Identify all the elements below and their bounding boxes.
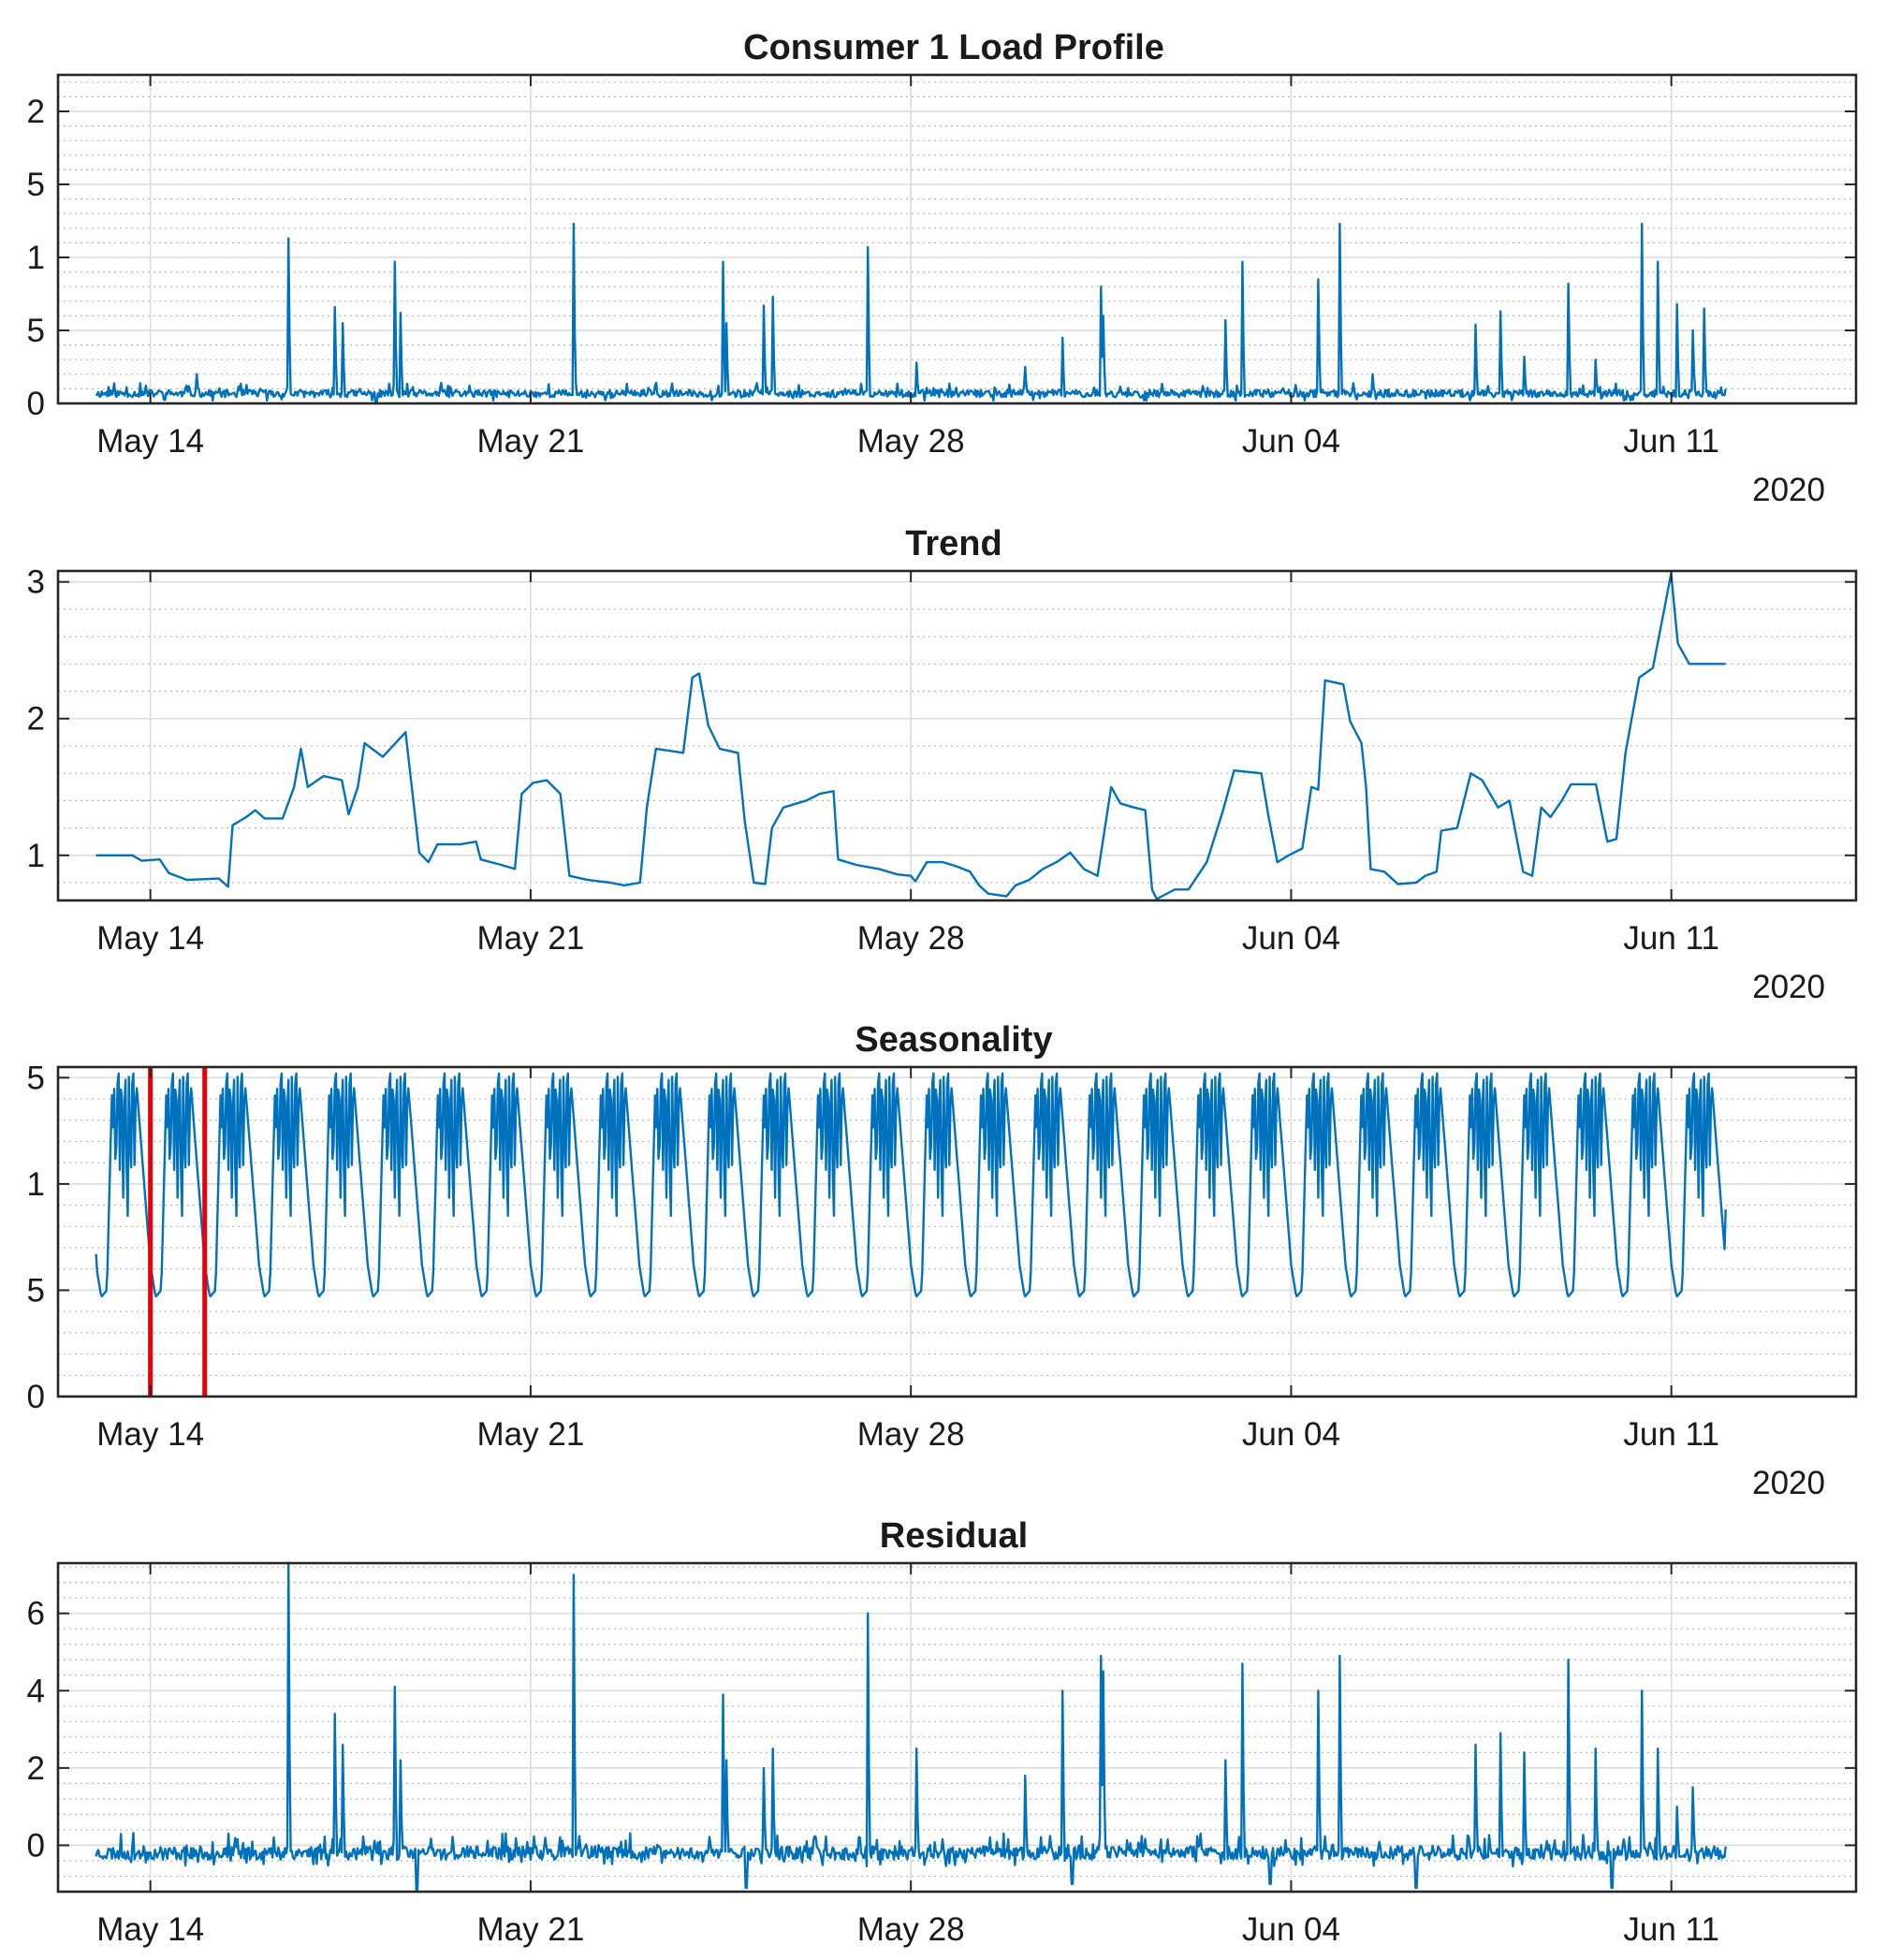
chart-title: Consumer 1 Load Profile: [743, 28, 1164, 67]
x-tick-label: May 14: [96, 920, 204, 957]
y-tick-labels: 0 5 1 5 2: [27, 94, 45, 422]
x-tick-label: May 21: [477, 1911, 585, 1948]
x-tick-label: Jun 11: [1623, 1911, 1719, 1948]
series-line: [95, 1072, 1727, 1298]
x-tick-label: May 28: [857, 1911, 965, 1948]
x-tick-label: May 14: [96, 1911, 204, 1948]
x-tick-label: Jun 11: [1623, 920, 1719, 957]
chart-title: Trend: [905, 524, 1001, 563]
y-tick-labels: 1 2 3: [27, 564, 45, 874]
x-tick-label: May 21: [477, 423, 585, 460]
chart-title: Seasonality: [855, 1020, 1052, 1060]
x-tick-label: Jun 04: [1242, 1911, 1340, 1948]
y-tick-label: 5: [27, 1272, 45, 1309]
y-tick-label: 2: [27, 701, 45, 738]
tick-marks: [58, 75, 1856, 404]
y-tick-label: 0: [27, 386, 45, 422]
x-axis-year: 2020: [1752, 969, 1825, 1005]
marker-lines: [148, 1067, 208, 1397]
y-tick-label: 0: [27, 1379, 45, 1415]
x-tick-label: May 14: [96, 423, 204, 460]
x-tick-labels: May 14 May 21 May 28 Jun 04 Jun 11: [96, 920, 1719, 957]
x-tick-label: May 14: [96, 1416, 204, 1453]
x-tick-labels: May 14 May 21 May 28 Jun 04 Jun 11: [96, 1911, 1719, 1948]
x-axis-year: 2020: [1752, 1465, 1825, 1501]
y-tick-label: 2: [27, 94, 45, 130]
x-tick-label: Jun 11: [1623, 423, 1719, 460]
x-tick-label: Jun 04: [1242, 1416, 1340, 1453]
axes-box: [56, 1561, 1858, 1894]
grid: [58, 75, 1856, 404]
grid: [58, 571, 1856, 900]
y-tick-label: 1: [27, 838, 45, 874]
x-tick-label: May 28: [857, 1416, 965, 1453]
axes-box: [56, 73, 1858, 405]
y-tick-label: 5: [27, 167, 45, 203]
series-line: [95, 1561, 1727, 1892]
y-tick-label: 1: [27, 1166, 45, 1203]
series-line: [95, 572, 1726, 900]
x-tick-label: Jun 11: [1623, 1416, 1719, 1453]
y-tick-label: 2: [27, 1750, 45, 1787]
chart-seasonality: Seasonality 0 5 1 5 May 14 May 21 May 28…: [27, 1020, 1858, 1501]
axes-box: [56, 1065, 1858, 1398]
x-tick-label: Jun 04: [1242, 920, 1340, 957]
y-tick-label: 5: [27, 313, 45, 349]
tick-marks: [58, 1563, 1856, 1892]
y-tick-label: 6: [27, 1596, 45, 1632]
x-tick-label: May 21: [477, 1416, 585, 1453]
y-tick-labels: 0 5 1 5: [27, 1060, 45, 1415]
tick-marks: [58, 1067, 1856, 1397]
x-axis-year: 2020: [1752, 472, 1825, 508]
chart-load-profile: Consumer 1 Load Profile 0 5 1 5 2 May 14…: [27, 28, 1858, 508]
chart-trend: Trend 1 2 3 May 14 May 21 May 28 Jun 04 …: [27, 524, 1858, 1005]
x-tick-labels: May 14 May 21 May 28 Jun 04 Jun 11: [96, 423, 1719, 460]
tick-marks: [58, 571, 1856, 900]
chart-residual: Residual 0 2 4 6 May 14 May 21 May 28 Ju…: [27, 1516, 1858, 1948]
axes-box: [56, 569, 1858, 902]
chart-title: Residual: [880, 1516, 1028, 1556]
y-tick-labels: 0 2 4 6: [27, 1596, 45, 1865]
grid: [58, 1563, 1856, 1893]
y-tick-label: 0: [27, 1827, 45, 1864]
x-tick-label: May 28: [857, 423, 965, 460]
grid: [58, 1067, 1856, 1397]
x-tick-label: May 28: [857, 920, 965, 957]
x-tick-labels: May 14 May 21 May 28 Jun 04 Jun 11: [96, 1416, 1719, 1453]
x-tick-label: Jun 04: [1242, 423, 1340, 460]
y-tick-label: 4: [27, 1673, 45, 1709]
y-tick-label: 5: [27, 1060, 45, 1096]
y-tick-label: 3: [27, 564, 45, 601]
x-tick-label: May 21: [477, 920, 585, 957]
y-tick-label: 1: [27, 240, 45, 276]
